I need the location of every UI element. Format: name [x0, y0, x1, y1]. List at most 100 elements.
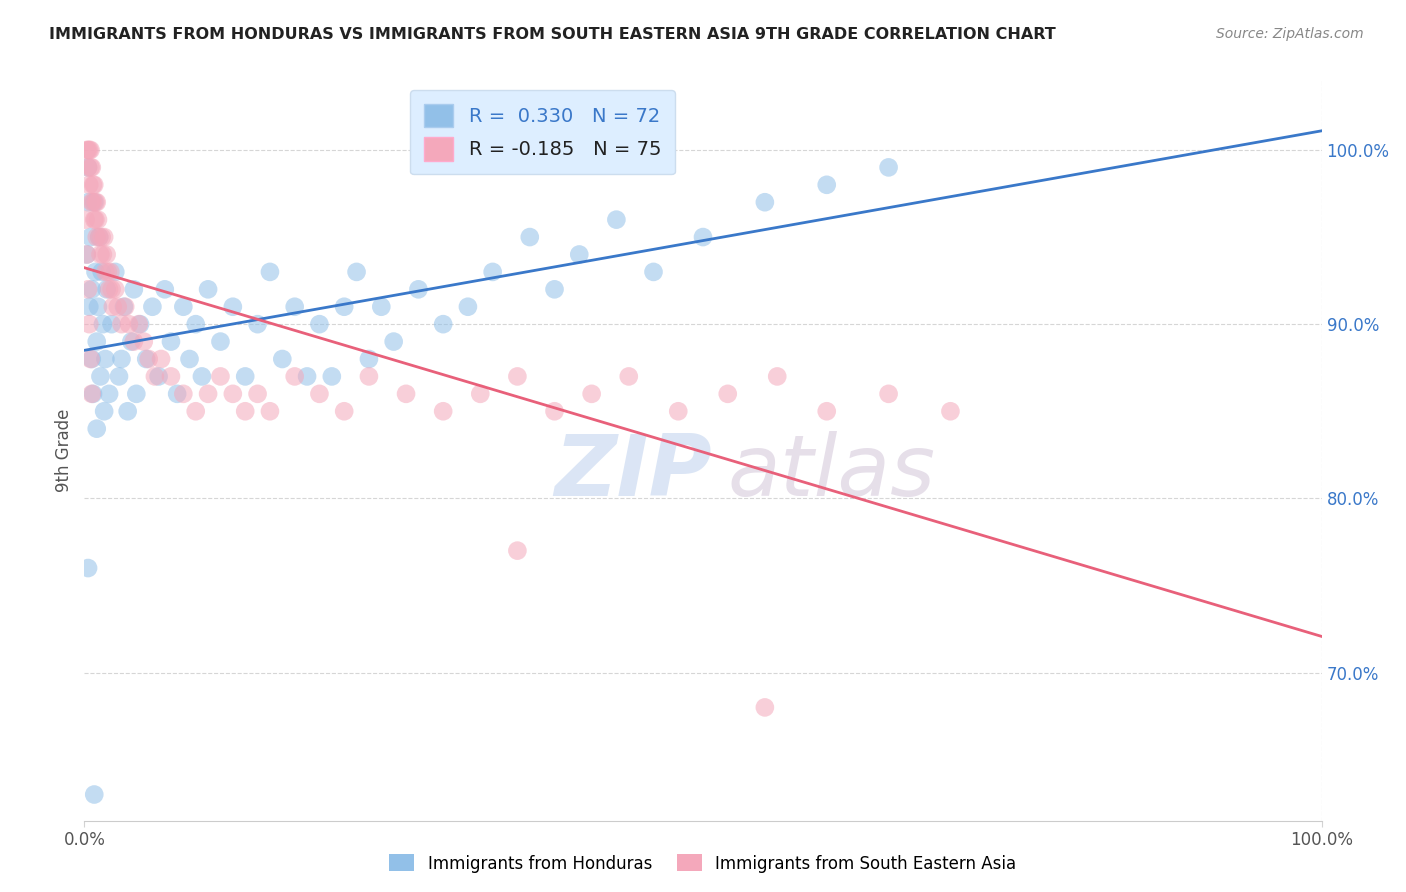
Point	[815, 404, 838, 418]
Point	[132, 334, 155, 349]
Point	[135, 351, 157, 366]
Point	[82, 387, 104, 401]
Point	[141, 300, 163, 314]
Point	[98, 282, 121, 296]
Point	[357, 369, 380, 384]
Point	[117, 404, 139, 418]
Point	[717, 387, 740, 401]
Point	[75, 212, 97, 227]
Point	[295, 369, 318, 384]
Point	[271, 351, 294, 366]
Point	[179, 351, 201, 366]
Point	[98, 265, 121, 279]
Text: atlas: atlas	[728, 431, 936, 514]
Text: IMMIGRANTS FROM HONDURAS VS IMMIGRANTS FROM SOUTH EASTERN ASIA 9TH GRADE CORRELA: IMMIGRANTS FROM HONDURAS VS IMMIGRANTS F…	[49, 27, 1056, 42]
Point	[89, 230, 111, 244]
Point	[104, 282, 127, 296]
Point	[408, 282, 430, 296]
Point	[370, 300, 392, 314]
Point	[86, 230, 108, 244]
Point	[79, 143, 101, 157]
Point	[96, 247, 118, 261]
Point	[284, 300, 307, 314]
Point	[382, 334, 405, 349]
Point	[84, 212, 107, 227]
Point	[128, 317, 150, 331]
Point	[120, 334, 142, 349]
Point	[87, 300, 110, 314]
Point	[107, 300, 129, 314]
Point	[125, 387, 148, 401]
Point	[939, 404, 962, 418]
Point	[172, 387, 194, 401]
Point	[766, 369, 789, 384]
Point	[76, 143, 98, 157]
Point	[346, 265, 368, 279]
Point	[321, 369, 343, 384]
Point	[160, 369, 183, 384]
Point	[143, 369, 166, 384]
Point	[197, 282, 219, 296]
Point	[543, 282, 565, 296]
Point	[122, 282, 145, 296]
Point	[82, 178, 104, 192]
Text: ZIP: ZIP	[554, 431, 713, 514]
Point	[191, 369, 214, 384]
Point	[754, 195, 776, 210]
Point	[79, 143, 101, 157]
Point	[77, 195, 100, 210]
Point	[150, 351, 173, 366]
Point	[87, 212, 110, 227]
Point	[80, 195, 103, 210]
Point	[89, 247, 111, 261]
Point	[91, 247, 114, 261]
Point	[90, 230, 112, 244]
Point	[98, 387, 121, 401]
Point	[104, 265, 127, 279]
Point	[80, 387, 103, 401]
Point	[259, 265, 281, 279]
Point	[506, 369, 529, 384]
Point	[506, 543, 529, 558]
Point	[666, 404, 689, 418]
Point	[197, 387, 219, 401]
Point	[89, 369, 111, 384]
Point	[184, 317, 207, 331]
Point	[160, 334, 183, 349]
Point	[77, 143, 100, 157]
Point	[84, 195, 107, 210]
Point	[93, 230, 115, 244]
Point	[617, 369, 640, 384]
Point	[84, 265, 107, 279]
Point	[246, 317, 269, 331]
Point	[77, 161, 100, 175]
Point	[284, 369, 307, 384]
Point	[80, 282, 103, 296]
Point	[754, 700, 776, 714]
Point	[93, 404, 115, 418]
Point	[83, 212, 105, 227]
Point	[138, 351, 160, 366]
Point	[79, 161, 101, 175]
Point	[108, 369, 131, 384]
Point	[118, 317, 141, 331]
Point	[519, 230, 541, 244]
Point	[129, 317, 152, 331]
Point	[692, 230, 714, 244]
Point	[153, 282, 176, 296]
Point	[877, 387, 900, 401]
Point	[82, 195, 104, 210]
Point	[209, 334, 232, 349]
Point	[100, 282, 122, 296]
Point	[209, 369, 232, 384]
Point	[643, 265, 665, 279]
Point	[395, 387, 418, 401]
Legend: Immigrants from Honduras, Immigrants from South Eastern Asia: Immigrants from Honduras, Immigrants fro…	[382, 847, 1024, 880]
Point	[91, 317, 114, 331]
Point	[184, 404, 207, 418]
Point	[308, 387, 330, 401]
Point	[96, 282, 118, 296]
Legend: R =  0.330   N = 72, R = -0.185   N = 75: R = 0.330 N = 72, R = -0.185 N = 75	[411, 90, 675, 175]
Point	[77, 161, 100, 175]
Point	[77, 561, 100, 575]
